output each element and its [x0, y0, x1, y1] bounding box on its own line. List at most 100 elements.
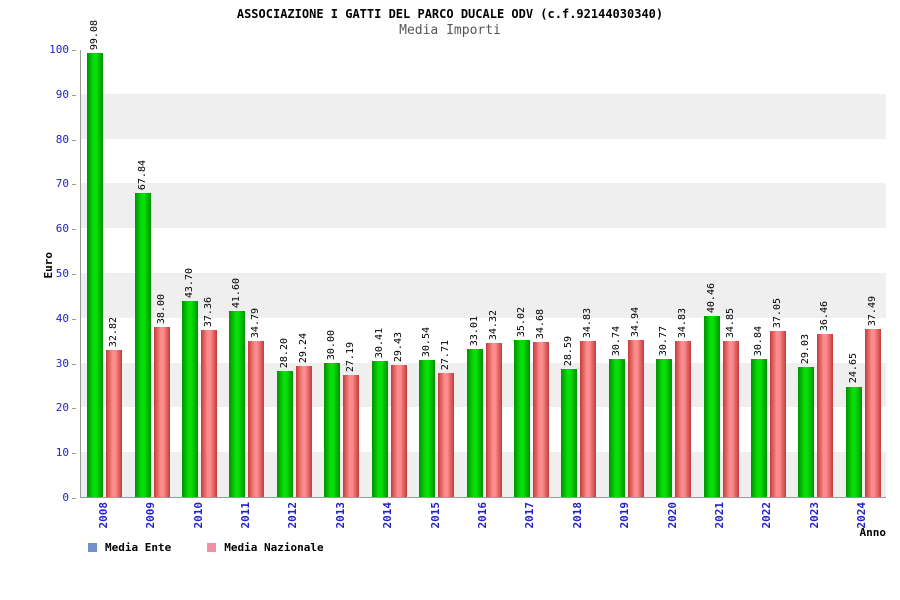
bar-media-ente-2024	[845, 386, 862, 497]
legend-label-media-ente: Media Ente	[105, 541, 172, 554]
bar-value-label: 27.71	[440, 339, 452, 370]
bar-media-nazionale-2018	[580, 340, 597, 497]
bar-value-label: 40.46	[705, 282, 717, 313]
x-category-label: 2014	[381, 502, 395, 529]
legend: Media Ente Media Nazionale	[88, 541, 324, 554]
x-category-label: 2017	[523, 502, 537, 529]
bar-media-ente-2016	[466, 349, 483, 497]
bar-value-label: 30.00	[326, 329, 338, 360]
bar-value-label: 35.02	[515, 307, 527, 338]
chart-title: ASSOCIAZIONE I GATTI DEL PARCO DUCALE OD…	[236, 7, 664, 21]
bar-media-nazionale-2008	[106, 349, 123, 497]
bar-media-ente-2020	[656, 359, 673, 497]
media-nazionale-swatch-icon	[207, 543, 217, 552]
bar-media-ente-2014	[371, 360, 388, 497]
y-tick-mark	[72, 318, 76, 320]
x-category-label: 2023	[807, 502, 821, 529]
y-tick-mark	[72, 94, 76, 96]
bar-value-label: 30.41	[373, 327, 385, 358]
bar-value-label: 24.65	[847, 353, 859, 384]
bar-media-nazionale-2024	[864, 329, 881, 497]
bar-media-nazionale-2013	[343, 375, 360, 497]
bar-value-label: 34.83	[677, 307, 689, 338]
x-category-label: 2022	[760, 502, 774, 529]
y-tick-mark	[72, 408, 76, 410]
x-category-label: 2015	[428, 502, 442, 529]
y-tick-label: 30	[55, 356, 69, 370]
bar-value-label: 30.74	[610, 326, 622, 357]
legend-item-media-ente: Media Ente	[88, 541, 171, 554]
bar-value-label: 29.24	[297, 332, 309, 364]
bar-media-ente-2017	[513, 340, 530, 497]
grid-band	[81, 273, 886, 318]
x-category-label: 2013	[333, 502, 347, 529]
y-tick-mark	[72, 50, 76, 51]
bar-media-ente-2019	[608, 359, 625, 497]
media-ente-swatch-icon	[88, 543, 97, 552]
x-category-label: 2009	[144, 502, 158, 529]
bar-media-ente-2010	[182, 301, 199, 497]
plot-area: 99.08 32.82 67.84 38.00 43.70 37.36 41.60 34.79…	[80, 20, 886, 498]
bar-value-label: 34.94	[629, 307, 641, 338]
x-category-label: 2016	[476, 502, 489, 529]
bar-media-ente-2023	[798, 366, 815, 497]
y-tick-label: 40	[55, 311, 69, 325]
bar-media-nazionale-2014	[390, 365, 407, 497]
x-axis: 2008 2009 2010 2011 2012 2013 2014 2015 2016 2017…	[80, 502, 886, 546]
y-tick-mark	[72, 363, 76, 365]
x-category-label: 2018	[570, 502, 584, 529]
bar-value-label: 43.70	[184, 268, 196, 299]
bar-value-label: 29.43	[392, 332, 404, 363]
bar-value-label: 37.05	[771, 297, 783, 329]
bar-media-ente-2021	[703, 315, 720, 497]
y-axis: 0 10 20 30 40 50 60 70 80 90 100	[0, 43, 76, 504]
bar-media-nazionale-2022	[769, 331, 786, 497]
grid-band	[81, 93, 886, 139]
y-tick-mark	[72, 229, 76, 231]
bar-media-ente-2022	[750, 358, 767, 497]
bar-value-label: 37.36	[203, 296, 215, 327]
bar-value-label: 34.79	[250, 308, 262, 339]
bar-media-ente-2009	[134, 193, 151, 497]
legend-item-media-nazionale: Media Nazionale	[207, 541, 324, 554]
bar-value-label: 34.68	[534, 308, 546, 339]
x-category-label: 2021	[713, 502, 727, 529]
bar-value-label: 41.60	[231, 277, 243, 308]
bar-value-label: 34.83	[582, 307, 594, 338]
bar-media-ente-2013	[324, 362, 341, 497]
y-tick-label: 0	[62, 491, 69, 504]
bar-value-label: 38.00	[155, 293, 167, 324]
y-tick-label: 60	[55, 222, 69, 236]
y-tick-mark	[72, 184, 76, 186]
bar-value-label: 67.84	[136, 159, 148, 191]
bar-value-label: 32.82	[108, 316, 120, 347]
y-tick-mark	[72, 139, 76, 141]
grid-band	[81, 183, 886, 229]
bar-value-label: 36.46	[819, 300, 831, 331]
y-tick-label: 80	[55, 132, 69, 146]
bar-media-nazionale-2020	[675, 340, 692, 497]
bar-media-nazionale-2023	[817, 333, 834, 497]
y-tick-label: 70	[55, 177, 69, 191]
bar-media-nazionale-2019	[627, 340, 644, 497]
x-category-label: 2024	[855, 502, 869, 529]
y-tick-label: 100	[49, 43, 69, 56]
bar-media-ente-2018	[561, 368, 578, 497]
bar-value-label: 28.20	[278, 337, 290, 368]
bar-media-ente-2008	[87, 53, 104, 497]
bar-media-ente-2012	[276, 370, 293, 497]
bar-value-label: 37.49	[866, 295, 878, 327]
bar-media-nazionale-2017	[532, 341, 549, 497]
bar-media-nazionale-2010	[201, 329, 218, 497]
x-category-label: 2008	[96, 502, 110, 529]
bar-value-label: 28.59	[563, 335, 575, 366]
bar-value-label: 33.01	[468, 316, 480, 347]
bar-media-nazionale-2021	[722, 340, 739, 497]
x-category-label: 2010	[191, 502, 205, 529]
x-category-label: 2011	[238, 502, 252, 529]
y-tick-label: 20	[55, 401, 69, 415]
bar-value-label: 30.77	[658, 326, 670, 357]
bar-value-label: 34.32	[487, 310, 499, 341]
bar-media-nazionale-2015	[438, 372, 455, 497]
